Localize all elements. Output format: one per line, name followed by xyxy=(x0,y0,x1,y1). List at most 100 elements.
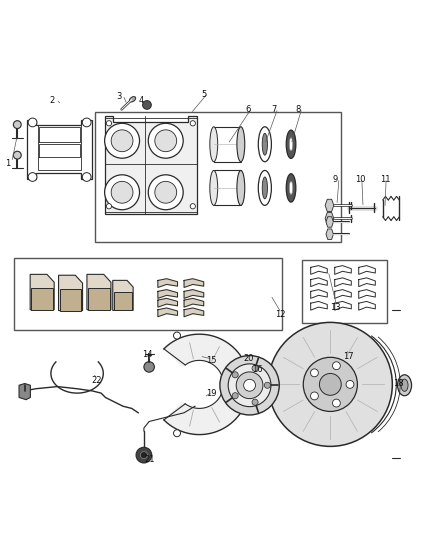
Circle shape xyxy=(106,120,112,126)
Circle shape xyxy=(311,392,318,400)
Text: 22: 22 xyxy=(92,376,102,384)
Text: 19: 19 xyxy=(206,389,216,398)
Circle shape xyxy=(148,123,183,158)
Polygon shape xyxy=(114,292,132,310)
Circle shape xyxy=(28,118,37,127)
Circle shape xyxy=(252,399,258,405)
Circle shape xyxy=(232,372,238,378)
Circle shape xyxy=(143,101,151,109)
Polygon shape xyxy=(184,308,204,317)
Text: 21: 21 xyxy=(145,455,155,464)
Text: 15: 15 xyxy=(206,356,216,365)
Circle shape xyxy=(228,364,271,407)
Circle shape xyxy=(111,130,133,152)
Text: 4: 4 xyxy=(138,96,144,105)
Text: 3: 3 xyxy=(117,92,122,101)
Polygon shape xyxy=(325,199,334,212)
Text: 7: 7 xyxy=(272,105,277,114)
Circle shape xyxy=(148,175,183,210)
Text: 14: 14 xyxy=(143,350,153,359)
Circle shape xyxy=(106,204,112,209)
Circle shape xyxy=(332,399,340,407)
Ellipse shape xyxy=(210,127,218,161)
Polygon shape xyxy=(60,289,81,311)
Circle shape xyxy=(155,181,177,203)
Circle shape xyxy=(244,379,255,391)
Circle shape xyxy=(105,123,140,158)
Circle shape xyxy=(252,365,258,372)
Circle shape xyxy=(111,181,133,203)
Circle shape xyxy=(250,381,257,388)
Ellipse shape xyxy=(258,171,272,205)
Polygon shape xyxy=(325,212,334,224)
Circle shape xyxy=(311,369,318,377)
Text: 9: 9 xyxy=(332,175,338,184)
Circle shape xyxy=(105,175,140,210)
Bar xyxy=(302,260,387,323)
Circle shape xyxy=(136,447,152,463)
Ellipse shape xyxy=(286,130,296,158)
Circle shape xyxy=(319,374,341,395)
Polygon shape xyxy=(87,274,111,310)
Text: 12: 12 xyxy=(275,310,286,319)
Bar xyxy=(95,111,341,243)
Text: 6: 6 xyxy=(245,105,251,114)
Polygon shape xyxy=(19,384,30,400)
Text: 16: 16 xyxy=(252,365,262,374)
Text: 2: 2 xyxy=(49,96,55,105)
Circle shape xyxy=(13,120,21,128)
Polygon shape xyxy=(113,280,133,310)
Ellipse shape xyxy=(289,138,293,151)
Polygon shape xyxy=(326,229,333,239)
Polygon shape xyxy=(27,120,92,179)
Text: 20: 20 xyxy=(243,354,254,362)
Polygon shape xyxy=(326,217,333,227)
Bar xyxy=(14,258,283,330)
Ellipse shape xyxy=(237,171,245,205)
Polygon shape xyxy=(30,274,54,310)
Circle shape xyxy=(13,151,21,159)
Circle shape xyxy=(155,130,177,152)
Text: 11: 11 xyxy=(380,175,390,184)
Polygon shape xyxy=(184,298,204,307)
Text: 13: 13 xyxy=(330,303,341,312)
Circle shape xyxy=(144,362,154,372)
Circle shape xyxy=(268,322,392,446)
Circle shape xyxy=(28,173,37,181)
Polygon shape xyxy=(88,288,110,310)
Polygon shape xyxy=(105,116,197,214)
Circle shape xyxy=(220,356,279,415)
Polygon shape xyxy=(59,275,82,311)
Polygon shape xyxy=(184,289,204,298)
Circle shape xyxy=(346,381,354,389)
Ellipse shape xyxy=(262,177,268,199)
Circle shape xyxy=(141,451,148,458)
Circle shape xyxy=(82,118,91,127)
Text: 17: 17 xyxy=(343,351,354,360)
Circle shape xyxy=(232,393,238,399)
Text: 1: 1 xyxy=(5,159,11,168)
Polygon shape xyxy=(32,288,53,310)
Ellipse shape xyxy=(258,127,272,161)
Polygon shape xyxy=(158,308,177,317)
Text: 10: 10 xyxy=(355,175,366,184)
Polygon shape xyxy=(158,279,177,287)
Ellipse shape xyxy=(237,127,245,161)
Ellipse shape xyxy=(289,181,293,195)
Circle shape xyxy=(173,332,180,339)
Text: 18: 18 xyxy=(393,379,403,388)
Ellipse shape xyxy=(129,96,136,102)
Text: 5: 5 xyxy=(201,90,207,99)
Circle shape xyxy=(303,357,357,411)
Circle shape xyxy=(82,173,91,181)
Polygon shape xyxy=(158,298,177,307)
Ellipse shape xyxy=(210,171,218,205)
Circle shape xyxy=(190,120,195,126)
Ellipse shape xyxy=(262,133,268,155)
Text: 8: 8 xyxy=(295,105,301,114)
Wedge shape xyxy=(164,334,250,434)
Circle shape xyxy=(190,204,195,209)
Circle shape xyxy=(264,382,270,389)
Circle shape xyxy=(173,430,180,437)
Circle shape xyxy=(236,372,263,399)
